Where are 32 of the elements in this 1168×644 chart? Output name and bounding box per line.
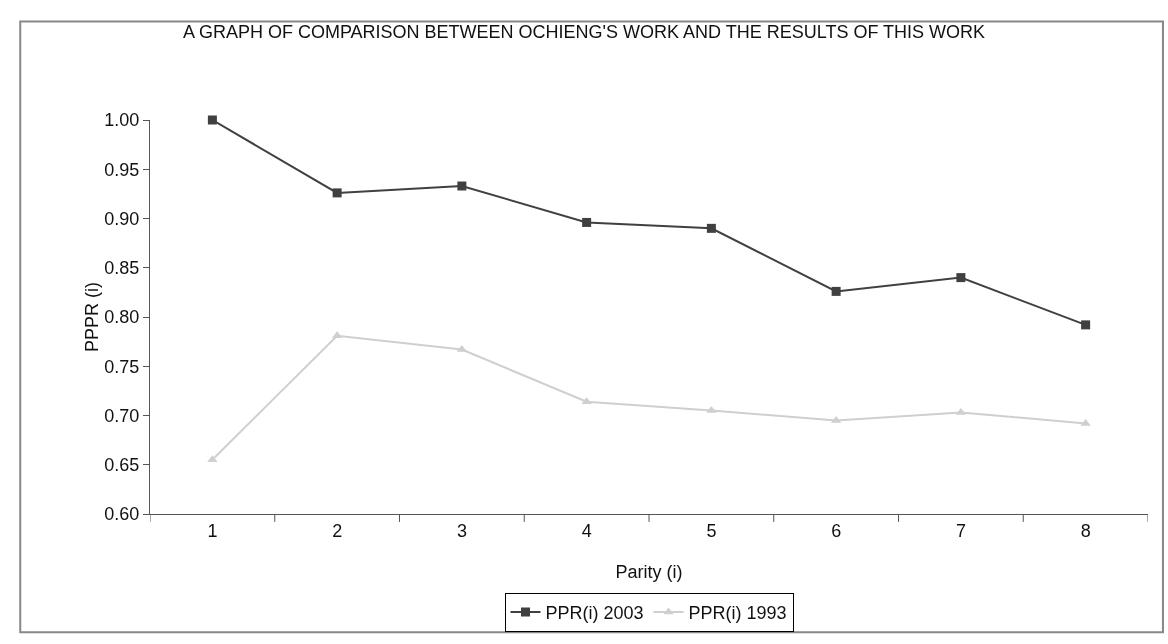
- x-axis-title: Parity (i): [615, 562, 683, 582]
- x-tick-label: 2: [332, 520, 343, 541]
- y-tick-label: 0.75: [104, 356, 140, 377]
- point: [706, 223, 716, 233]
- y-tick-label: 1.00: [104, 110, 140, 131]
- x-tick-label: 8: [1080, 520, 1091, 541]
- point: [582, 217, 592, 227]
- x-tick-label: 3: [456, 520, 467, 541]
- point: [1081, 320, 1091, 330]
- point: [956, 273, 966, 283]
- x-tick-label: 7: [955, 520, 966, 541]
- x-tick-label: 5: [706, 520, 717, 541]
- y-tick-label: 0.60: [104, 504, 140, 525]
- x-tick-label: 6: [831, 520, 842, 541]
- point: [207, 455, 218, 463]
- x-tick-label: 1: [207, 520, 218, 541]
- legend-label: PPR(i) 2003: [545, 603, 644, 624]
- y-tick-label: 0.95: [104, 159, 140, 180]
- y-tick-label: 0.85: [104, 258, 140, 279]
- point: [1080, 418, 1091, 426]
- y-tick-label: 0.70: [104, 405, 140, 426]
- point: [831, 286, 841, 296]
- legend-label: PPR(i) 1993: [688, 603, 787, 624]
- point: [457, 181, 467, 191]
- x-tick-label: 4: [581, 520, 592, 541]
- y-axis-title: PPPR (i): [82, 281, 103, 353]
- point: [207, 115, 217, 125]
- y-tick-label: 0.80: [104, 307, 140, 328]
- y-tick-label: 0.90: [104, 208, 140, 229]
- chart-title: A GRAPH OF COMPARISON BETWEEN OCHIENG'S WORK AND THE RESULTS OF THIS WORK: [182, 22, 986, 43]
- y-tick-label: 0.65: [104, 455, 140, 476]
- point: [332, 188, 342, 198]
